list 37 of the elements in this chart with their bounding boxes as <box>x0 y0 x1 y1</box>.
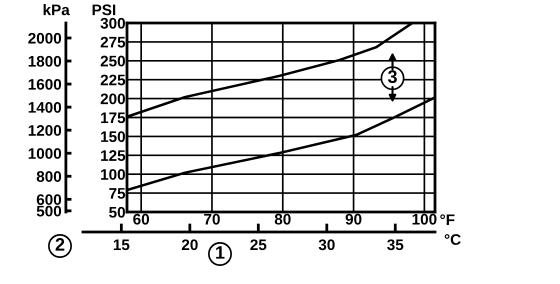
x2-tick-label: 35 <box>387 239 404 250</box>
annotation: 3 <box>388 70 397 84</box>
y3-tick-label: 600 <box>36 194 62 206</box>
y3-tick-label: 1200 <box>28 125 62 136</box>
text: 2 <box>56 238 64 251</box>
y3-tick-label: 500 <box>36 206 62 217</box>
y-tick-label: 175 <box>101 112 126 124</box>
x-tick-label: 100 <box>412 214 436 225</box>
x2-tick-label: 20 <box>182 239 198 250</box>
x-tick-label: 90 <box>346 214 362 225</box>
y-tick-label: 300 <box>100 18 125 29</box>
y-tick-label: 225 <box>100 74 126 86</box>
y3-tick-label: 800 <box>36 171 62 182</box>
y-tick-label: 125 <box>101 150 126 161</box>
x-tick-label: 70 <box>204 214 220 225</box>
y-tick-label: 275 <box>100 36 126 48</box>
y-tick-label: 200 <box>100 93 125 104</box>
y-tick-label: 100 <box>101 169 125 180</box>
y3-axis-title: kPa <box>44 4 70 16</box>
x2-axis-title: °C <box>444 234 461 245</box>
y3-tick-label: 1000 <box>28 148 62 159</box>
x-tick-label: 60 <box>133 214 150 225</box>
y-tick-label: 250 <box>100 56 125 66</box>
y-tick-label: 50 <box>109 206 125 218</box>
x2-tick-label: 15 <box>114 240 130 250</box>
text: 1 <box>216 246 225 259</box>
y3-tick-label: 2000 <box>28 32 62 44</box>
y-tick-label: 75 <box>109 188 126 199</box>
y3-tick-label: 1400 <box>28 102 62 113</box>
y-axis-title: PSI <box>92 4 116 16</box>
x-axis-title: °F <box>440 214 454 225</box>
x2-tick-label: 25 <box>250 239 266 250</box>
y-tick-label: 150 <box>101 131 125 142</box>
y3-tick-label: 1800 <box>28 56 62 67</box>
x2-tick-label: 30 <box>318 239 335 250</box>
x-tick-label: 80 <box>274 214 291 225</box>
y3-tick-label: 1600 <box>28 78 62 90</box>
